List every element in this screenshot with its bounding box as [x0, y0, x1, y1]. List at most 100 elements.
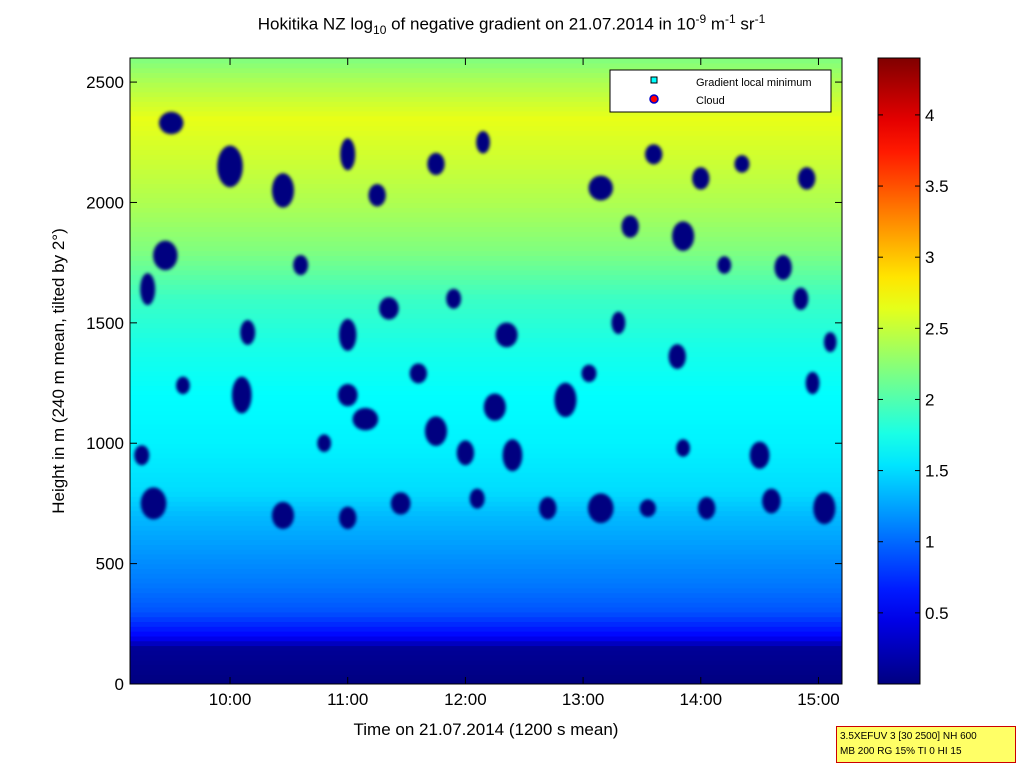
- heatmap-patch: [424, 416, 448, 447]
- heatmap-band: [130, 279, 842, 285]
- heatmap-band: [130, 231, 842, 237]
- heatmap-band: [130, 308, 842, 314]
- heatmap-band: [130, 597, 842, 603]
- heatmap-patch: [231, 376, 252, 414]
- heatmap-patch: [271, 501, 295, 530]
- heatmap-band: [130, 433, 842, 440]
- heatmap-patch: [390, 492, 411, 515]
- heatmap-band: [130, 351, 842, 358]
- x-tick-label: 15:00: [797, 690, 840, 709]
- heatmap-band: [130, 501, 842, 507]
- info-line-2: MB 200 RG 15% TI 0 HI 15: [840, 746, 962, 757]
- heatmap-patch: [823, 332, 837, 353]
- heatmap-band: [130, 467, 842, 473]
- y-tick-label: 2000: [86, 193, 124, 212]
- heatmap-band: [130, 395, 842, 401]
- heatmap-band: [130, 303, 842, 309]
- heatmap-height-bands: [130, 58, 842, 684]
- heatmap-band: [130, 448, 842, 454]
- heatmap-band: [130, 173, 842, 179]
- heatmap-band: [130, 337, 842, 343]
- heatmap-band: [130, 510, 842, 517]
- heatmap-band: [130, 163, 842, 170]
- heatmap-band: [130, 221, 842, 228]
- heatmap-patch: [793, 287, 809, 310]
- heatmap-band: [130, 168, 842, 175]
- heatmap-band: [130, 645, 842, 651]
- heatmap-patch: [495, 322, 518, 348]
- heatmap-band: [130, 77, 842, 83]
- heatmap-band: [130, 284, 842, 290]
- heatmap-band: [130, 544, 842, 550]
- heatmap-band: [130, 520, 842, 526]
- title-log-base: 10: [373, 23, 387, 38]
- heatmap-band: [130, 269, 842, 276]
- heatmap-band: [130, 188, 842, 194]
- heatmap-band: [130, 91, 842, 98]
- heatmap-patch: [588, 175, 613, 201]
- y-tick-label: 0: [115, 675, 124, 694]
- heatmap-patch: [554, 382, 577, 418]
- heatmap-band: [130, 115, 842, 122]
- heatmap-band: [130, 462, 842, 468]
- heatmap-band: [130, 669, 842, 675]
- heatmap-band: [130, 216, 842, 223]
- heatmap-band: [130, 110, 842, 117]
- x-tick-label: 13:00: [562, 690, 605, 709]
- heatmap-patch: [621, 215, 639, 238]
- heatmap-band: [130, 375, 842, 382]
- heatmap-band: [130, 125, 842, 131]
- heatmap-band: [130, 414, 842, 420]
- heatmap-patch: [176, 376, 190, 395]
- heatmap-band: [130, 313, 842, 319]
- heatmap-band: [130, 274, 842, 281]
- heatmap-band: [130, 327, 842, 334]
- x-axis: 10:00 11:00 12:00 13:00 14:00 15:00: [209, 58, 840, 709]
- colorbar-tick-label: 2.5: [925, 319, 949, 338]
- heatmap-band: [130, 452, 842, 459]
- heatmap-band: [130, 207, 842, 213]
- heatmap-band: [130, 86, 842, 93]
- heatmap-band: [130, 298, 842, 305]
- heatmap-patch: [734, 155, 750, 173]
- heatmap-band: [130, 606, 842, 613]
- colorbar-tick-label: 2: [925, 390, 934, 409]
- colorbar-axis: 0.5 1 1.5 2 2.5 3 3.5 4: [878, 106, 949, 623]
- heatmap-patch: [805, 371, 820, 395]
- heatmap-band: [130, 631, 842, 637]
- heatmap-band: [130, 476, 842, 483]
- heatmap-band: [130, 245, 842, 252]
- heatmap-patch: [587, 493, 614, 524]
- heatmap-band: [130, 553, 842, 560]
- heatmap-band: [130, 226, 842, 232]
- heatmap-patch: [676, 439, 691, 457]
- heatmap-patch: [240, 320, 256, 345]
- heatmap-band: [130, 491, 842, 497]
- heatmap-patch: [749, 441, 770, 469]
- heatmap-band: [130, 322, 842, 329]
- heatmap-band: [130, 265, 842, 271]
- heatmap-patch: [717, 256, 732, 274]
- heatmap-patch: [668, 344, 686, 369]
- colorbar-tick-label: 3.5: [925, 177, 949, 196]
- info-line-1: 3.5XEFUV 3 [30 2500] NH 600: [840, 731, 977, 742]
- heatmap-patch: [762, 488, 781, 514]
- colorbar: [878, 58, 920, 684]
- heatmap-band: [130, 380, 842, 387]
- heatmap-band: [130, 515, 842, 521]
- heatmap-patch: [502, 439, 523, 472]
- heatmap-band: [130, 558, 842, 565]
- heatmap-band: [130, 202, 842, 208]
- heatmap-band: [130, 472, 842, 478]
- heatmap-band: [130, 611, 842, 618]
- heatmap-band: [130, 120, 842, 127]
- heatmap-band: [130, 582, 842, 589]
- y-tick-label: 1500: [86, 314, 124, 333]
- heatmap-band: [130, 568, 842, 574]
- heatmap-band: [130, 428, 842, 435]
- heatmap-patch: [340, 138, 356, 171]
- heatmap-patch: [774, 255, 792, 280]
- heatmap-patch: [379, 297, 399, 320]
- heatmap-band: [130, 443, 842, 449]
